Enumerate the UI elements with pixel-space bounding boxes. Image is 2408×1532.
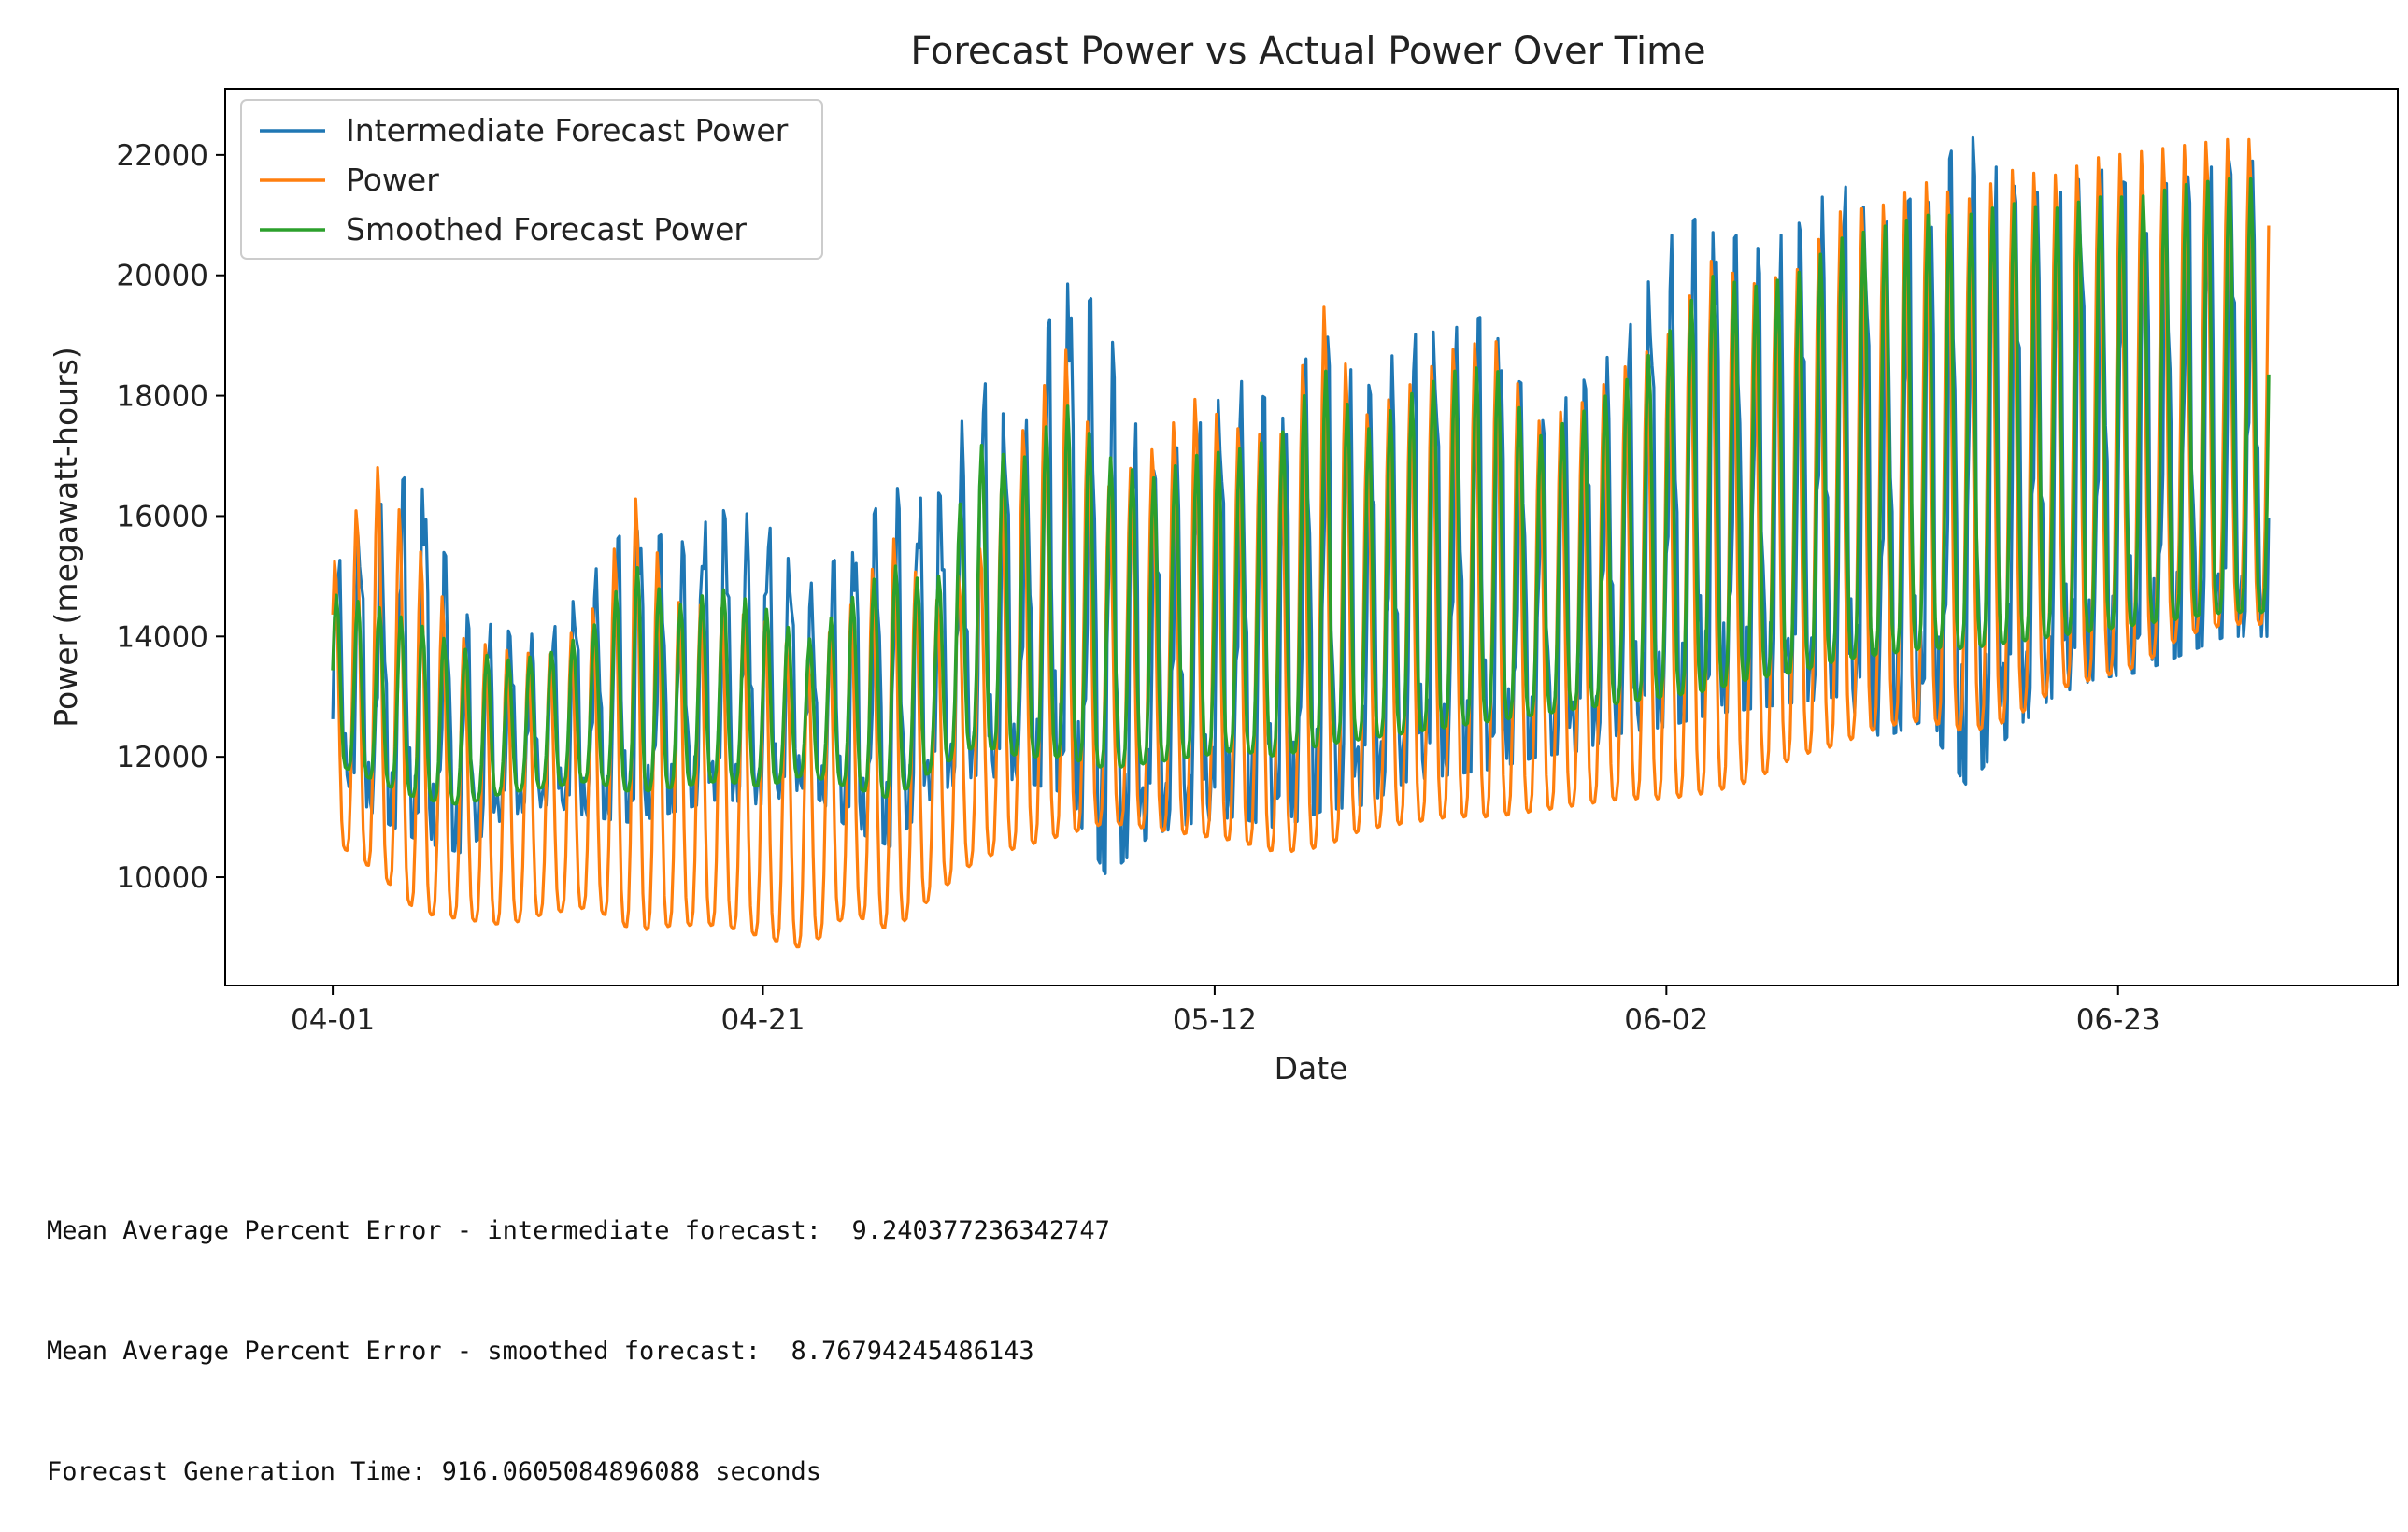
legend-box: [240, 99, 823, 260]
legend: Intermediate Forecast Power Power Smoothed…: [240, 99, 823, 260]
x-tick-label: 05-12: [1173, 1003, 1257, 1037]
series-layer: [331, 135, 2271, 949]
x-axis: 04-01 04-21 05-12 06-02 06-23: [291, 986, 2160, 1037]
generation-time-line: Forecast Generation Time: 916.0605084896…: [47, 1457, 822, 1486]
x-tick-label: 04-21: [720, 1003, 805, 1037]
y-tick-label: 10000: [116, 861, 208, 895]
legend-label: Smoothed Forecast Power: [346, 211, 747, 248]
y-tick-label: 18000: [116, 380, 208, 414]
x-tick-label: 06-02: [1624, 1003, 1708, 1037]
y-axis-label: Power (megawatt-hours): [48, 347, 84, 727]
y-tick-label: 12000: [116, 741, 208, 774]
plot-frame: [224, 88, 2399, 986]
series-line-0: [331, 135, 2271, 875]
y-axis: 10000 12000 14000 16000 18000 20000 22000: [116, 139, 225, 895]
y-tick-label: 22000: [116, 139, 208, 173]
y-tick-label: 16000: [116, 500, 208, 533]
legend-label: Intermediate Forecast Power: [346, 112, 789, 149]
x-tick-label: 06-23: [2076, 1003, 2160, 1037]
x-axis-label: Date: [1275, 1050, 1348, 1086]
forecast-line-chart: Forecast Power vs Actual Power Over Time…: [48, 30, 2399, 1086]
y-tick-label: 20000: [116, 260, 208, 293]
series-line-2: [331, 177, 2271, 806]
y-tick-label: 14000: [116, 620, 208, 654]
legend-label: Power: [346, 162, 439, 198]
mape-smoothed-line: Mean Average Percent Error - smoothed fo…: [47, 1337, 1034, 1366]
output-text: Mean Average Percent Error - intermediat…: [47, 1130, 1110, 1532]
chart-title: Forecast Power vs Actual Power Over Time: [910, 30, 1705, 73]
mape-intermediate-line: Mean Average Percent Error - intermediat…: [47, 1216, 1110, 1245]
x-tick-label: 04-01: [291, 1003, 375, 1037]
